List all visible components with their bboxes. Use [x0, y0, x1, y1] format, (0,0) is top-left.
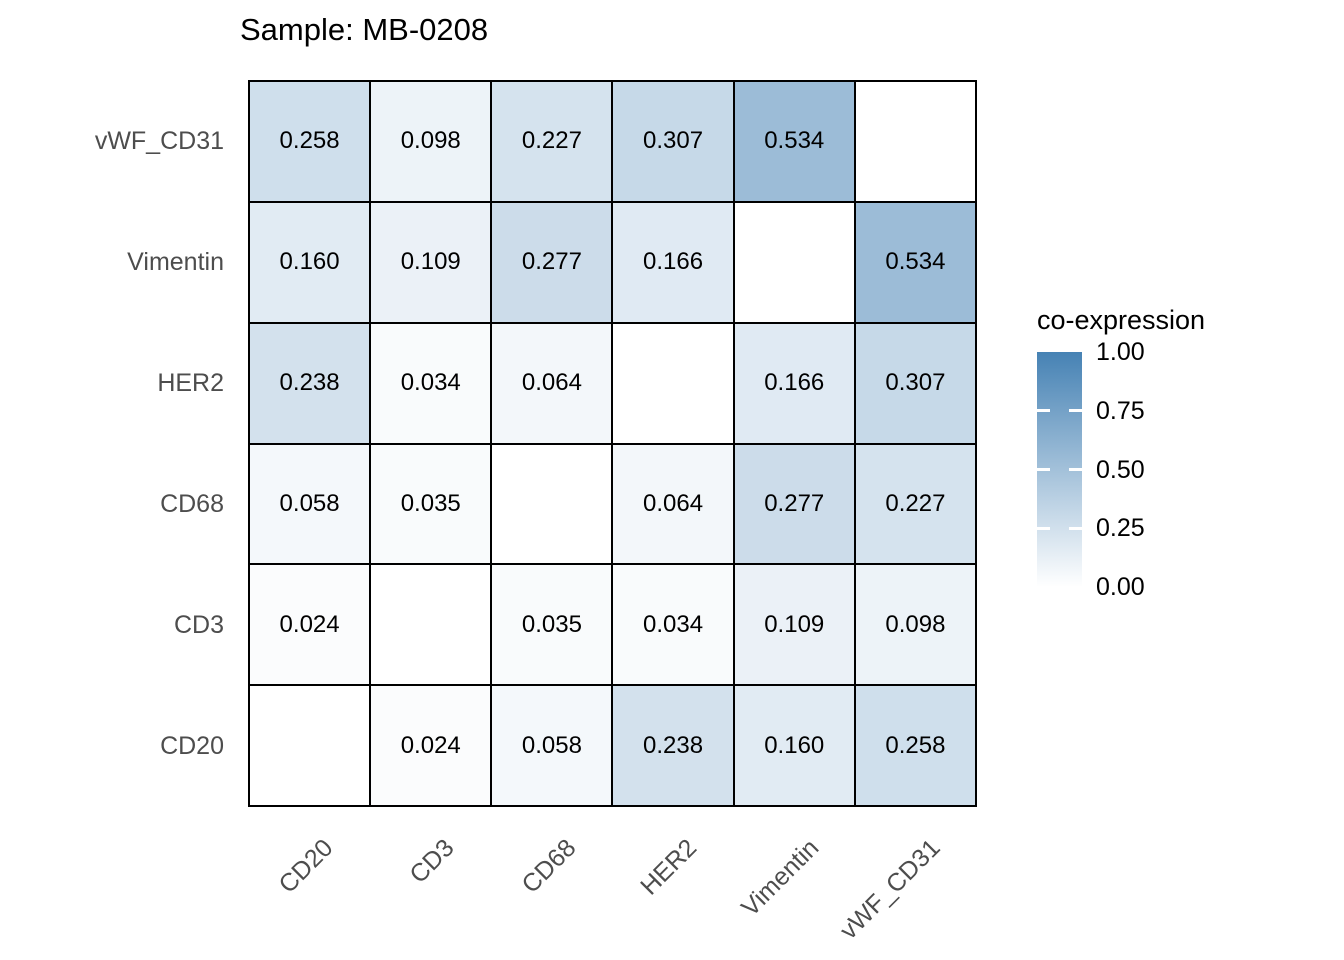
y-axis-label: CD3 — [173, 611, 224, 639]
heatmap-cell — [250, 686, 372, 807]
legend-tick-label: 0.75 — [1096, 397, 1145, 425]
y-axis-label: CD20 — [160, 732, 224, 760]
legend-tick-label: 1.00 — [1096, 338, 1145, 366]
legend-tick-mark — [1069, 409, 1082, 412]
x-axis-label: CD3 — [404, 833, 460, 889]
x-axis-label: CD68 — [516, 833, 582, 899]
heatmap-cell: 0.109 — [734, 565, 856, 687]
legend-tick-label: 0.00 — [1096, 573, 1145, 601]
heatmap-cell: 0.098 — [855, 565, 977, 687]
x-axis-label: vWF_CD31 — [834, 833, 946, 945]
heatmap-cell: 0.307 — [855, 323, 977, 445]
y-axis-label: Vimentin — [127, 248, 224, 276]
y-axis-label: CD68 — [160, 490, 224, 518]
heatmap-cell: 0.160 — [250, 202, 372, 324]
heatmap-cell: 0.109 — [371, 202, 493, 324]
heatmap-cell: 0.058 — [492, 686, 614, 807]
legend-tick-mark — [1037, 409, 1050, 412]
heatmap-cell: 0.166 — [734, 323, 856, 445]
heatmap-cell: 0.166 — [613, 202, 735, 324]
heatmap-cell — [734, 202, 856, 324]
heatmap-grid: 0.258 0.098 0.227 0.307 0.534 0.160 0.109 0.277… — [248, 80, 977, 807]
legend-tick-mark — [1069, 527, 1082, 530]
heatmap-cell — [613, 323, 735, 445]
heatmap-cell: 0.258 — [250, 82, 372, 203]
legend-tick-mark — [1037, 527, 1050, 530]
x-axis-label: Vimentin — [736, 833, 825, 922]
legend-tick-mark — [1037, 468, 1050, 471]
heatmap-cell: 0.034 — [371, 323, 493, 445]
heatmap-cell: 0.238 — [613, 686, 735, 807]
heatmap-cell: 0.534 — [855, 202, 977, 324]
heatmap-cell: 0.277 — [492, 202, 614, 324]
heatmap-cell: 0.227 — [492, 82, 614, 203]
heatmap-cell: 0.035 — [492, 565, 614, 687]
heatmap-cell: 0.034 — [613, 565, 735, 687]
y-axis-label: HER2 — [157, 369, 224, 397]
heatmap-cell: 0.307 — [613, 82, 735, 203]
heatmap-cell: 0.024 — [250, 565, 372, 687]
heatmap-cell: 0.258 — [855, 686, 977, 807]
heatmap-cell: 0.534 — [734, 82, 856, 203]
legend-tick-label: 0.25 — [1096, 514, 1145, 542]
heatmap-cell — [855, 82, 977, 203]
heatmap-cell: 0.160 — [734, 686, 856, 807]
plot-title: Sample: MB-0208 — [240, 12, 489, 47]
heatmap-cell — [371, 565, 493, 687]
heatmap-cell — [492, 444, 614, 566]
x-axis-label: CD20 — [273, 833, 339, 899]
legend-title: co-expression — [1037, 305, 1206, 335]
heatmap-cell: 0.064 — [613, 444, 735, 566]
heatmap-cell: 0.035 — [371, 444, 493, 566]
heatmap-cell: 0.227 — [855, 444, 977, 566]
heatmap-cell: 0.058 — [250, 444, 372, 566]
legend-tick-label: 0.50 — [1096, 456, 1145, 484]
heatmap-cell: 0.098 — [371, 82, 493, 203]
legend-tick-mark — [1069, 468, 1082, 471]
heatmap-cell: 0.024 — [371, 686, 493, 807]
x-axis-label: HER2 — [635, 833, 703, 901]
y-axis-label: vWF_CD31 — [94, 127, 224, 155]
heatmap-cell: 0.238 — [250, 323, 372, 445]
heatmap-cell: 0.277 — [734, 444, 856, 566]
heatmap-cell: 0.064 — [492, 323, 614, 445]
